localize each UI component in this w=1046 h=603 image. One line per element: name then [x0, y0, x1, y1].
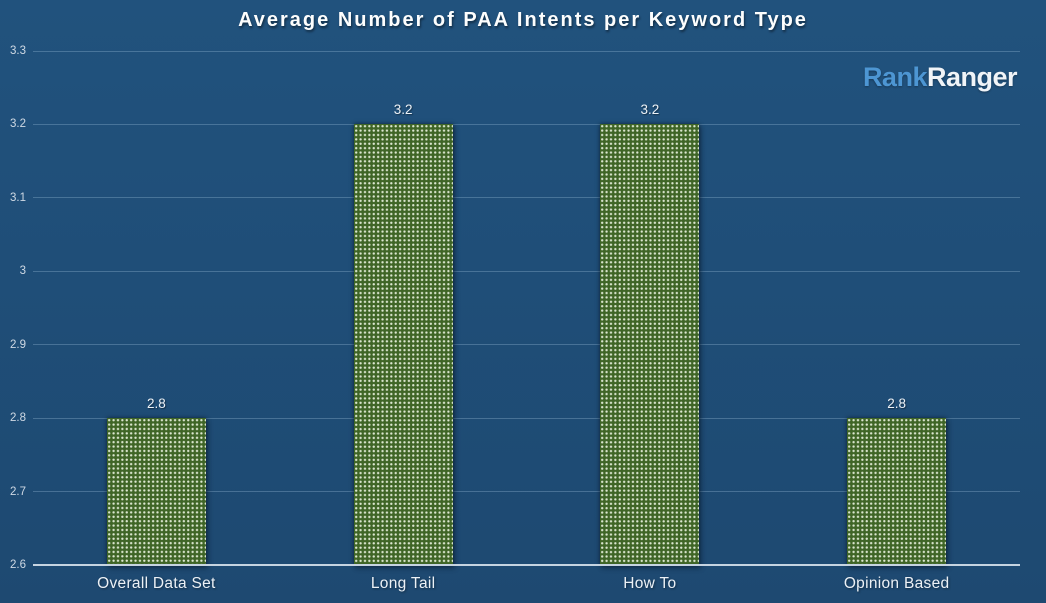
logo-text-ranger: Ranger	[926, 62, 1018, 92]
x-axis-label-overall-data-set: Overall Data Set	[97, 575, 216, 592]
x-axis-baseline	[33, 564, 1020, 566]
y-tick-label: 3.2	[10, 118, 26, 131]
gridline	[33, 270, 1020, 272]
gridline	[33, 123, 1020, 125]
bar-long-tail	[353, 124, 453, 565]
bar-value-label-long-tail: 3.2	[393, 102, 413, 118]
rankranger-logo: RankRanger	[862, 62, 1018, 93]
logo-text-rank: Rank	[862, 62, 928, 92]
x-axis-label-long-tail: Long Tail	[370, 575, 436, 592]
y-tick-label: 3	[19, 265, 26, 278]
bar-value-label-opinion-based: 2.8	[887, 396, 907, 412]
gridline	[33, 344, 1020, 346]
y-tick-label: 2.9	[10, 338, 26, 351]
y-tick-label: 3.1	[10, 191, 26, 204]
gridline	[33, 197, 1020, 199]
bar-value-label-overall-data-set: 2.8	[146, 396, 166, 412]
bar-value-label-how-to: 3.2	[640, 102, 660, 118]
bar-opinion-based	[847, 418, 947, 565]
bar-overall-data-set	[106, 418, 206, 565]
x-axis-label-opinion-based: Opinion Based	[843, 575, 950, 592]
chart-title: Average Number of PAA Intents per Keywor…	[238, 9, 808, 31]
gridline	[33, 491, 1020, 493]
gridline	[33, 417, 1020, 419]
y-tick-label: 3.3	[10, 45, 26, 57]
gridline	[33, 50, 1020, 52]
y-tick-label: 2.6	[10, 559, 26, 571]
bar-how-to	[600, 124, 700, 565]
y-tick-label: 2.7	[10, 485, 26, 498]
x-axis-label-how-to: How To	[623, 575, 677, 592]
y-tick-label: 2.8	[10, 412, 26, 425]
